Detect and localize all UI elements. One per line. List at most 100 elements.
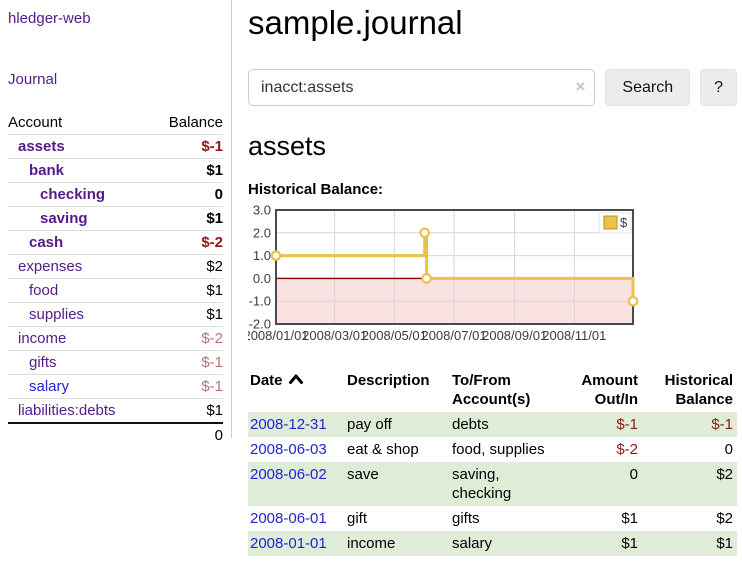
transaction-accounts: salary: [452, 535, 493, 552]
transaction-date-link[interactable]: 2008-06-01: [250, 510, 327, 527]
chart-data-marker: [270, 250, 282, 261]
account-row: salary $-1: [8, 374, 223, 399]
register-row: 2008-12-31 pay off debts $-1 $-1: [248, 412, 737, 437]
register-header-description: Description: [347, 372, 430, 389]
accounts-total-row: 0: [8, 423, 223, 447]
account-balance: $-2: [201, 330, 223, 347]
register-row: 2008-06-01 gift gifts $1 $2: [248, 506, 737, 531]
account-row: supplies $1: [8, 302, 223, 327]
chart-y-tick-label: 3.0: [253, 203, 271, 218]
search-input[interactable]: [248, 69, 596, 106]
chart-data-marker: [421, 273, 432, 284]
clear-search-icon[interactable]: ×: [575, 77, 586, 96]
sidebar-account-link[interactable]: cash: [29, 234, 64, 251]
sidebar-account-link[interactable]: checking: [40, 186, 106, 203]
transaction-date-link[interactable]: 2008-12-31: [250, 416, 327, 433]
account-balance: $-1: [201, 138, 223, 155]
register-header-to-from-account-s: To/From Account(s): [452, 372, 531, 408]
sidebar-account-link[interactable]: liabilities:debts: [18, 402, 116, 419]
register-header-date: Date: [248, 368, 345, 412]
chart-y-tick-label: 0.0: [253, 271, 271, 286]
help-button[interactable]: ?: [700, 69, 737, 106]
sidebar: hledger-web Journal Account Balance asse…: [0, 0, 232, 444]
chart-legend-swatch: [603, 215, 618, 230]
main-content: sample.journal × Search ? assets Histori…: [248, 0, 737, 556]
account-row: gifts $-1: [8, 350, 223, 375]
sidebar-account-link[interactable]: assets: [18, 138, 65, 155]
register-table: Date Description To/From Account(s) Amount …: [248, 368, 737, 556]
transaction-amount: $1: [621, 510, 638, 527]
account-balance: 0: [214, 186, 223, 203]
search-button[interactable]: Search: [605, 69, 691, 106]
chart-y-tick-label: -2.0: [249, 317, 271, 332]
transaction-balance: $2: [716, 510, 733, 527]
transaction-amount: $1: [621, 535, 638, 552]
account-title: assets: [248, 131, 327, 161]
transaction-amount: 0: [629, 466, 638, 483]
transaction-accounts: saving, checking: [452, 466, 512, 502]
chart-x-tick-label: 2008/11/01: [542, 328, 606, 343]
register-row: 2008-06-03 eat & shop food, supplies $-2 0: [248, 437, 737, 462]
account-row: liabilities:debts $1: [8, 398, 223, 424]
transaction-description: gift: [347, 510, 368, 527]
accounts-header-row: Account Balance: [8, 111, 223, 135]
chart-data-marker: [627, 295, 639, 307]
sidebar-account-link[interactable]: salary: [29, 378, 70, 395]
account-balance: $-1: [201, 354, 223, 371]
account-row: checking 0: [8, 182, 223, 207]
sidebar-account-link[interactable]: supplies: [29, 306, 85, 323]
transaction-accounts: debts: [452, 416, 489, 433]
sort-caret-icon: [288, 374, 303, 384]
account-balance: $1: [206, 282, 223, 299]
chart-x-tick-label: 2008/03/01: [302, 328, 367, 343]
transaction-description: income: [347, 535, 396, 552]
transaction-amount: $-2: [616, 441, 638, 458]
account-balance: $1: [206, 402, 223, 419]
transaction-date-link[interactable]: 2008-01-01: [250, 535, 327, 552]
chart-plot-border: [275, 209, 634, 325]
chart-y-tick-label: 1.0: [253, 248, 271, 263]
transaction-date-link[interactable]: 2008-06-02: [250, 466, 327, 483]
register-header-historical-balance: Historical Balance: [664, 372, 733, 408]
sidebar-account-link[interactable]: expenses: [18, 258, 83, 275]
page-title: sample.journal: [248, 4, 463, 41]
register-row: 2008-06-02 save saving, checking 0 $2: [248, 462, 737, 506]
transaction-balance: $-1: [711, 416, 733, 433]
transaction-description: eat & shop: [347, 441, 419, 458]
transaction-amount: $-1: [616, 416, 638, 433]
sidebar-account-link[interactable]: gifts: [29, 354, 57, 371]
account-row: assets $-1: [8, 134, 223, 159]
account-balance: $1: [206, 162, 223, 179]
sidebar-account-link[interactable]: income: [18, 330, 67, 347]
transaction-accounts: food, supplies: [452, 441, 545, 458]
sidebar-account-link[interactable]: bank: [29, 162, 65, 179]
accounts-total-balance: 0: [214, 427, 223, 444]
account-balance: $-2: [201, 234, 223, 251]
brand-link[interactable]: hledger-web: [8, 10, 91, 27]
accounts-header-account: Account: [8, 114, 63, 131]
search-input-wrap: ×: [248, 69, 596, 106]
chart-y-tick-label: 2.0: [253, 225, 271, 240]
chart-x-tick-label: 2008/01/01: [248, 328, 309, 343]
transaction-date-link[interactable]: 2008-06-03: [250, 441, 327, 458]
sidebar-account-link[interactable]: saving: [40, 210, 88, 227]
account-balance: $-1: [201, 378, 223, 395]
account-row: bank $1: [8, 158, 223, 183]
account-row: cash $-2: [8, 230, 223, 255]
chart-title: Historical Balance:: [248, 181, 384, 198]
account-balance: $2: [206, 258, 223, 275]
chart-x-tick-label: 2008/05/01: [362, 328, 427, 343]
sidebar-item-journal[interactable]: Journal: [8, 71, 58, 88]
chart-x-tick-label: 2008/09/01: [482, 328, 547, 343]
account-row: expenses $2: [8, 254, 223, 279]
register-header-amount-out-in: Amount Out/In: [581, 372, 638, 408]
transaction-balance: 0: [724, 441, 733, 458]
chart-legend-label: $: [620, 215, 628, 230]
chart-data-marker: [419, 227, 430, 239]
transaction-description: save: [347, 466, 379, 483]
transaction-balance: $2: [716, 466, 733, 483]
historical-balance-chart: $3.0 2.0 1.0 0.0 -1.0 -2.02008/01/012008/03/0…: [248, 203, 639, 343]
transaction-description: pay off: [347, 416, 392, 433]
transaction-balance: $1: [716, 535, 733, 552]
sidebar-account-link[interactable]: food: [29, 282, 59, 299]
